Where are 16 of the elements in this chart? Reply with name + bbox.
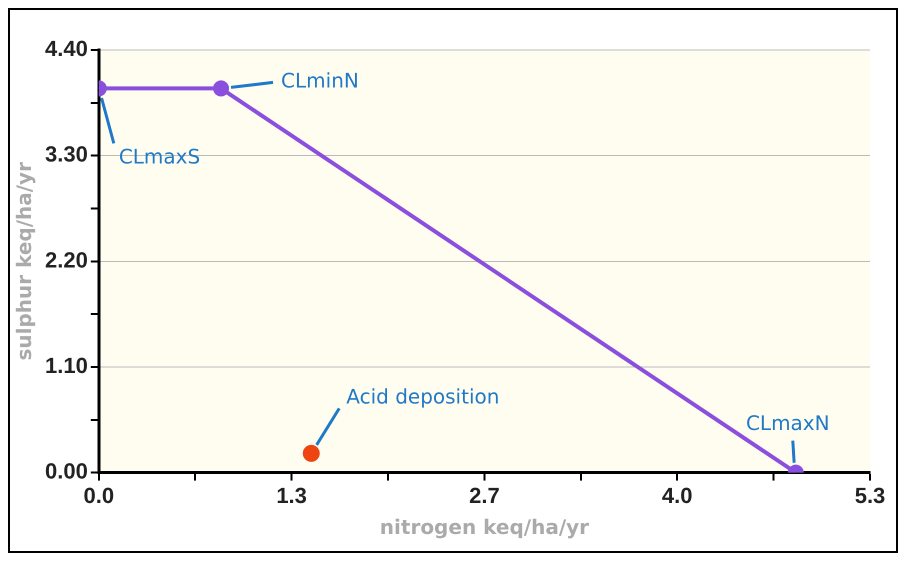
y-tick-label: 2.20 [44, 247, 88, 272]
annotation: Acid deposition [346, 384, 500, 409]
x-axis-title: nitrogen keq/ha/yr [380, 515, 590, 540]
annotation: CLmaxS [118, 144, 200, 169]
y-tick-label: 4.40 [44, 36, 88, 62]
annotation: CLmaxN [746, 410, 830, 435]
x-tick-label: 4.0 [662, 482, 692, 508]
y-tick-label: 1.10 [44, 353, 88, 378]
x-tick-label: 5.3 [854, 482, 886, 508]
annotation: CLminN [281, 68, 359, 93]
y-tick-label: 0.00 [44, 458, 88, 484]
x-tick-label: 1.3 [276, 482, 307, 508]
x-tick-label: 2.7 [469, 482, 500, 508]
x-tick-label: 0.0 [84, 482, 114, 508]
y-tick-label: 3.30 [44, 142, 88, 167]
y-axis-title: sulphur keq/ha/yr [12, 162, 36, 361]
